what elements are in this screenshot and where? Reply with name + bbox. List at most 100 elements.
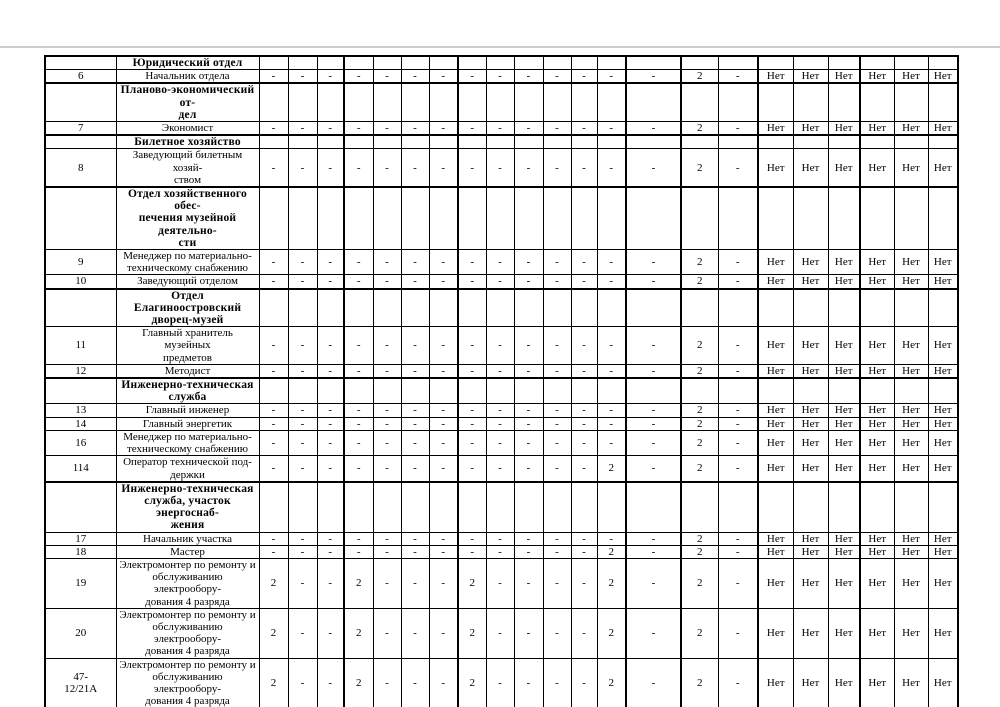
value-cell: -: [625, 148, 682, 188]
value-cell: Нет: [859, 249, 895, 276]
value-cell: [287, 55, 318, 71]
value-cell: -: [457, 249, 487, 276]
value-cell: -: [258, 326, 289, 365]
value-cell: [757, 134, 794, 150]
value-cell: -: [343, 326, 374, 365]
value-cell: 2: [680, 544, 719, 559]
value-cell: [400, 377, 430, 405]
position-name-cell: Главный энергетик: [115, 416, 260, 431]
value-cell: 2: [680, 69, 719, 84]
value-cell: Нет: [927, 657, 959, 707]
value-cell: [400, 55, 430, 71]
value-cell: Нет: [927, 249, 959, 276]
row-number-cell: 11: [44, 326, 117, 365]
value-cell: -: [258, 544, 289, 559]
value-cell: Нет: [927, 148, 959, 188]
value-cell: 2: [680, 121, 719, 136]
value-cell: -: [542, 326, 572, 365]
value-cell: -: [542, 429, 572, 457]
value-cell: -: [625, 657, 682, 707]
value-cell: -: [542, 121, 572, 136]
section-row: Инженерно-техническая служба, участок эн…: [44, 480, 959, 533]
value-cell: 2: [343, 607, 374, 659]
value-cell: -: [717, 148, 759, 188]
value-cell: Нет: [827, 403, 861, 418]
value-cell: 2: [596, 455, 627, 483]
section-title-cell: Планово-экономический от- дел: [115, 82, 260, 123]
value-cell: 2: [596, 557, 627, 609]
value-cell: -: [287, 557, 318, 609]
value-cell: [258, 287, 289, 328]
value-cell: -: [625, 274, 682, 290]
value-cell: [827, 82, 861, 123]
row-number-cell: 18: [44, 544, 117, 559]
value-cell: Нет: [893, 429, 929, 457]
value-cell: -: [570, 557, 598, 609]
value-cell: 2: [680, 455, 719, 483]
value-cell: [485, 55, 515, 71]
value-cell: -: [258, 455, 289, 483]
value-cell: Нет: [859, 416, 895, 431]
value-cell: -: [457, 531, 487, 546]
value-cell: -: [625, 455, 682, 483]
value-cell: -: [513, 455, 544, 483]
value-cell: -: [485, 326, 515, 365]
value-cell: Нет: [859, 657, 895, 707]
value-cell: -: [570, 363, 598, 379]
value-cell: [859, 134, 895, 150]
value-cell: Нет: [757, 69, 794, 84]
value-cell: [343, 186, 374, 251]
value-cell: -: [717, 607, 759, 659]
table-row: 13 Главный инженер - - - - - - - - - - - - - -2- Нет Нет Н…: [44, 403, 959, 418]
value-cell: [287, 186, 318, 251]
table-row: 8 Заведующий билетным хозяй- ством - - - - - - -…: [44, 148, 959, 188]
value-cell: -: [316, 657, 345, 707]
value-cell: [859, 82, 895, 123]
position-name-cell: Методист: [115, 363, 260, 379]
value-cell: [827, 377, 861, 405]
value-cell: -: [372, 249, 402, 276]
value-cell: [485, 186, 515, 251]
value-cell: -: [570, 455, 598, 483]
table-row: 11 Главный хранитель музейных предметов - -…: [44, 326, 959, 365]
value-cell: Нет: [859, 429, 895, 457]
value-cell: -: [485, 69, 515, 84]
value-cell: [258, 82, 289, 123]
row-number-cell: 12: [44, 363, 117, 379]
value-cell: [717, 480, 759, 533]
value-cell: -: [570, 326, 598, 365]
value-cell: Нет: [792, 429, 829, 457]
value-cell: Нет: [792, 274, 829, 290]
value-cell: [400, 480, 430, 533]
value-cell: [287, 82, 318, 123]
value-cell: [570, 82, 598, 123]
table-row: 20 Электромонтер по ремонту и обслуживани…: [44, 607, 959, 659]
value-cell: [570, 134, 598, 150]
value-cell: -: [596, 416, 627, 431]
value-cell: [457, 186, 487, 251]
position-name-cell: Начальник отдела: [115, 69, 260, 84]
value-cell: -: [625, 429, 682, 457]
value-cell: 2: [680, 557, 719, 609]
table-row: 7 Экономист - - - - - - - - - - - - - -2- Нет Нет Нет Нет Не…: [44, 121, 959, 136]
value-cell: [428, 287, 459, 328]
value-cell: Нет: [792, 69, 829, 84]
value-cell: -: [316, 363, 345, 379]
value-cell: -: [428, 363, 459, 379]
value-cell: [596, 480, 627, 533]
value-cell: -: [428, 416, 459, 431]
value-cell: -: [513, 607, 544, 659]
value-cell: [513, 480, 544, 533]
value-cell: [927, 134, 959, 150]
value-cell: -: [542, 274, 572, 290]
value-cell: [513, 134, 544, 150]
value-cell: Нет: [827, 249, 861, 276]
value-cell: -: [258, 416, 289, 431]
value-cell: -: [428, 249, 459, 276]
value-cell: [893, 82, 929, 123]
value-cell: 2: [680, 607, 719, 659]
value-cell: [258, 134, 289, 150]
table-row: 12 Методист - - - - - - - - - - - - - -2- Нет Нет Нет Нет Не…: [44, 363, 959, 379]
value-cell: [316, 82, 345, 123]
